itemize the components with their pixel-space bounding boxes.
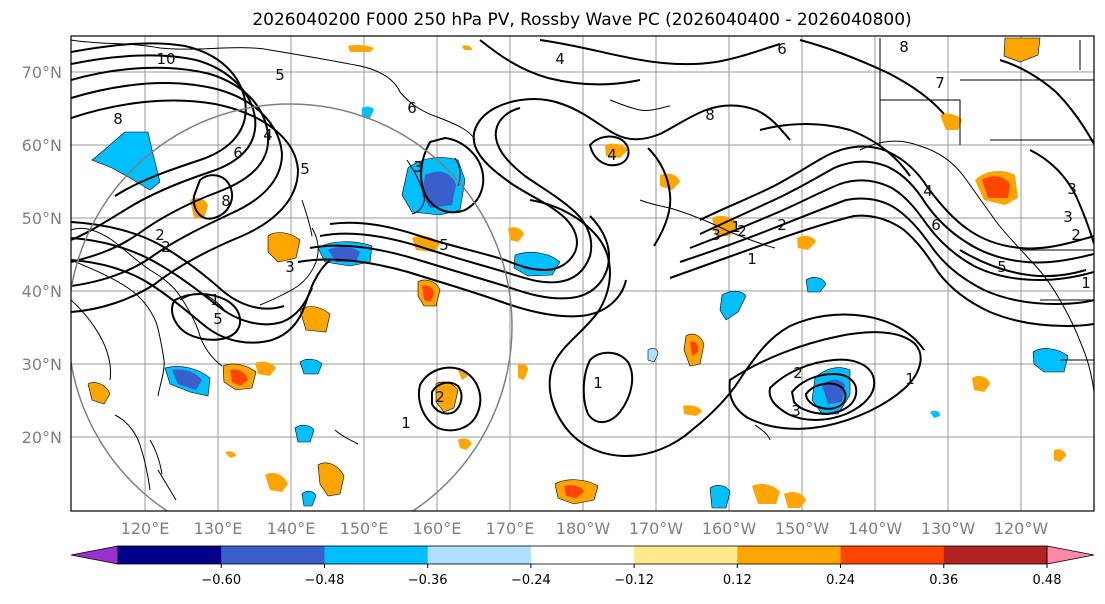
pv-anomaly-fills <box>87 37 1069 509</box>
colorbar-tick-label: −0.12 <box>614 573 654 588</box>
colorbar-segment <box>737 546 842 564</box>
contour-label: 6 <box>931 216 941 234</box>
contour-label: 8 <box>221 192 231 210</box>
colorbar-tick-label: 0.48 <box>1033 573 1062 588</box>
contour-label: 8 <box>705 106 715 124</box>
lon-label: 140°E <box>267 519 316 538</box>
contour-label: 1 <box>401 414 411 432</box>
contour-label: 3 <box>285 258 295 276</box>
lon-label: 120°E <box>121 519 170 538</box>
colorbar-segment <box>324 546 429 564</box>
colorbar-segment <box>118 546 222 564</box>
lat-label: 20°N <box>22 428 62 447</box>
lat-label: 70°N <box>22 63 62 82</box>
region-circle <box>71 103 513 511</box>
contour-label: 4 <box>923 182 933 200</box>
contour-label: 5 <box>275 66 285 84</box>
contour-label: 2 <box>1071 226 1081 244</box>
lon-label: 130°E <box>194 519 243 538</box>
contour-label: 4 <box>555 50 565 68</box>
contour-label: 3 <box>413 158 423 176</box>
lon-label: 120°W <box>994 519 1049 538</box>
lat-label: 40°N <box>22 282 62 301</box>
contour-label: 2 <box>793 364 803 382</box>
contour-label: 2 <box>161 238 171 256</box>
contour-label: 1 <box>1081 274 1091 292</box>
colorbar-segment <box>943 546 1048 564</box>
contour-label: 3 <box>711 226 721 244</box>
colorbar-segment <box>530 546 635 564</box>
contour-label-group: 10 8 6 5 4 3 2 1 6 4 8 5 1 2 3 6 4 8 3 2… <box>113 38 1091 432</box>
contour-label: 4 <box>607 146 617 164</box>
lat-label: 60°N <box>22 136 62 155</box>
colorbar-segment <box>427 546 532 564</box>
colorbar-segment <box>634 546 738 564</box>
contour-label: 3 <box>791 402 801 420</box>
pv-contours <box>71 39 1094 458</box>
contour-label: 1 <box>593 374 603 392</box>
contour-label: 6 <box>233 144 243 162</box>
colorbar-extend-low <box>70 545 119 565</box>
contour-label: 10 <box>156 50 175 68</box>
colorbar-extend-high <box>1046 545 1095 565</box>
map-area: 10 8 6 5 4 3 2 1 6 4 8 5 1 2 3 6 4 8 3 2… <box>71 36 1094 511</box>
lon-label: 160°W <box>702 519 757 538</box>
figure-title: 2026040200 F000 250 hPa PV, Rossby Wave … <box>252 10 911 30</box>
contour-label: 1 <box>905 370 915 388</box>
colorbar-segment <box>221 546 325 564</box>
contour-label: 2 <box>435 388 445 406</box>
lon-label: 130°W <box>921 519 976 538</box>
colorbar-tick-label: 0.36 <box>929 573 958 588</box>
latitude-labels: 70°N 60°N 50°N 40°N 30°N 20°N <box>22 63 62 447</box>
lon-label: 150°E <box>340 519 389 538</box>
contour-label: 5 <box>213 310 223 328</box>
contour-label: 3 <box>1063 208 1073 226</box>
lon-label: 180°W <box>556 519 611 538</box>
colorbar-segment <box>840 546 945 564</box>
contour-label: 3 <box>1067 180 1077 198</box>
colorbar-tick-label: −0.60 <box>201 573 241 588</box>
colorbar-tick-label: −0.24 <box>511 573 551 588</box>
contour-label: 6 <box>407 99 417 117</box>
lat-label: 30°N <box>22 355 62 374</box>
contour-label: 1 <box>747 250 757 268</box>
lon-label: 150°W <box>775 519 830 538</box>
contour-label: 5 <box>997 258 1007 276</box>
contour-label: 1 <box>210 291 220 309</box>
contour-label: 5 <box>300 160 310 178</box>
colorbar: −0.60 −0.48 −0.36 −0.24 −0.12 0.12 0.24 0.36 0.4… <box>70 545 1095 588</box>
lon-label: 170°W <box>629 519 684 538</box>
contour-label: 5 <box>439 236 449 254</box>
contour-label: 6 <box>777 40 787 58</box>
colorbar-tick-label: 0.12 <box>723 573 752 588</box>
colorbar-tick-label: −0.36 <box>408 573 448 588</box>
lon-label: 170°E <box>486 519 535 538</box>
contour-label: 2 <box>155 226 165 244</box>
contour-label: 2 <box>777 216 787 234</box>
lon-label: 160°E <box>413 519 462 538</box>
map-frame <box>70 35 1095 512</box>
lat-label: 50°N <box>22 209 62 228</box>
longitude-labels: 120°E 130°E 140°E 150°E 160°E 170°E 180°… <box>121 519 1049 538</box>
contour-label: 7 <box>935 74 945 92</box>
colorbar-tick-label: −0.48 <box>305 573 345 588</box>
colorbar-tick-label: 0.24 <box>826 573 855 588</box>
graticule <box>71 36 1094 511</box>
contour-label: 2 <box>737 222 747 240</box>
contour-label: 8 <box>899 38 909 56</box>
contour-label: 4 <box>263 126 273 144</box>
colorbar-frame <box>117 545 1048 565</box>
contour-label: 1 <box>731 218 741 236</box>
contour-label: 8 <box>113 110 123 128</box>
lon-label: 140°W <box>848 519 903 538</box>
